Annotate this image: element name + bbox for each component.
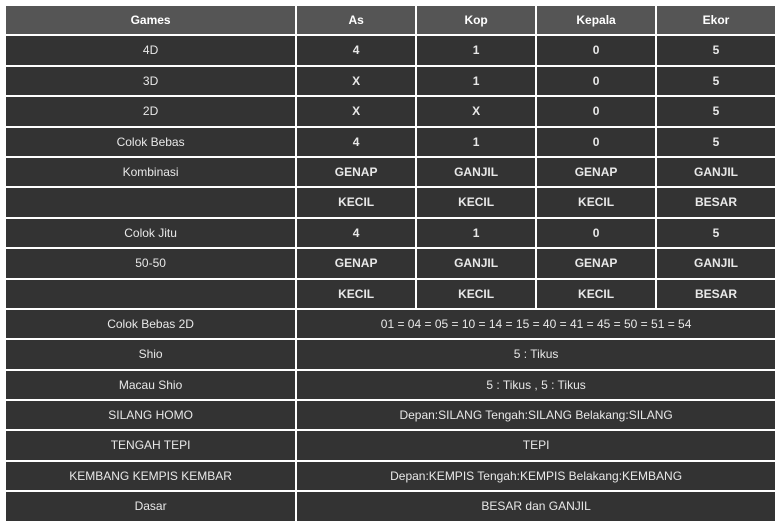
row-label: KEMBANG KEMPIS KEMBAR [6,462,295,490]
cell-kop: GANJIL [417,249,535,277]
row-label: TENGAH TEPI [6,431,295,459]
cell-kepala: GENAP [537,158,655,186]
cell-as: 4 [297,36,415,64]
cell-full: Depan:SILANG Tengah:SILANG Belakang:SILA… [297,401,775,429]
table-row: 4D 4 1 0 5 [6,36,775,64]
cell-full: 01 = 04 = 05 = 10 = 14 = 15 = 40 = 41 = … [297,310,775,338]
cell-kop: 1 [417,128,535,156]
cell-as: KECIL [297,280,415,308]
cell-as: 4 [297,219,415,247]
row-label: 3D [6,67,295,95]
col-kepala: Kepala [537,6,655,34]
table-row: Shio 5 : Tikus [6,340,775,368]
cell-ekor: BESAR [657,188,775,216]
table-body: 4D 4 1 0 5 3D X 1 0 5 2D X X 0 5 Colok B… [6,36,775,520]
cell-kepala: KECIL [537,280,655,308]
row-label: Colok Bebas [6,128,295,156]
cell-full: 5 : Tikus [297,340,775,368]
cell-kop: 1 [417,219,535,247]
cell-ekor: BESAR [657,280,775,308]
cell-ekor: GANJIL [657,249,775,277]
table-row: KEMBANG KEMPIS KEMBAR Depan:KEMPIS Tenga… [6,462,775,490]
row-label: 50-50 [6,249,295,277]
table-row: Kombinasi GENAP GANJIL GENAP GANJIL [6,158,775,186]
cell-kepala: 0 [537,219,655,247]
cell-kop: GANJIL [417,158,535,186]
table-row: KECIL KECIL KECIL BESAR [6,280,775,308]
cell-kepala: GENAP [537,249,655,277]
cell-ekor: GANJIL [657,158,775,186]
row-label: Shio [6,340,295,368]
row-label: 4D [6,36,295,64]
col-kop: Kop [417,6,535,34]
cell-full: Depan:KEMPIS Tengah:KEMPIS Belakang:KEMB… [297,462,775,490]
row-label: Macau Shio [6,371,295,399]
cell-as: 4 [297,128,415,156]
table-row: TENGAH TEPI TEPI [6,431,775,459]
col-ekor: Ekor [657,6,775,34]
cell-as: GENAP [297,249,415,277]
table-row: 3D X 1 0 5 [6,67,775,95]
cell-as: GENAP [297,158,415,186]
cell-ekor: 5 [657,67,775,95]
row-label [6,188,295,216]
cell-kop: KECIL [417,280,535,308]
row-label: SILANG HOMO [6,401,295,429]
cell-kop: 1 [417,36,535,64]
results-table: Games As Kop Kepala Ekor 4D 4 1 0 5 3D X… [4,4,777,523]
cell-full: BESAR dan GANJIL [297,492,775,520]
table-row: SILANG HOMO Depan:SILANG Tengah:SILANG B… [6,401,775,429]
table-row: Dasar BESAR dan GANJIL [6,492,775,520]
cell-as: X [297,97,415,125]
table-row: Colok Bebas 2D 01 = 04 = 05 = 10 = 14 = … [6,310,775,338]
cell-kepala: KECIL [537,188,655,216]
row-label [6,280,295,308]
table-row: Colok Jitu 4 1 0 5 [6,219,775,247]
cell-kepala: 0 [537,67,655,95]
cell-as: X [297,67,415,95]
cell-kepala: 0 [537,97,655,125]
cell-full: 5 : Tikus , 5 : Tikus [297,371,775,399]
cell-ekor: 5 [657,128,775,156]
table-row: KECIL KECIL KECIL BESAR [6,188,775,216]
cell-kepala: 0 [537,128,655,156]
row-label: Colok Bebas 2D [6,310,295,338]
cell-full: TEPI [297,431,775,459]
table-row: Macau Shio 5 : Tikus , 5 : Tikus [6,371,775,399]
row-label: Kombinasi [6,158,295,186]
row-label: 2D [6,97,295,125]
table-row: 50-50 GENAP GANJIL GENAP GANJIL [6,249,775,277]
col-games: Games [6,6,295,34]
cell-ekor: 5 [657,36,775,64]
cell-ekor: 5 [657,97,775,125]
table-row: 2D X X 0 5 [6,97,775,125]
table-row: Colok Bebas 4 1 0 5 [6,128,775,156]
cell-as: KECIL [297,188,415,216]
cell-ekor: 5 [657,219,775,247]
row-label: Dasar [6,492,295,520]
row-label: Colok Jitu [6,219,295,247]
cell-kop: X [417,97,535,125]
table-header: Games As Kop Kepala Ekor [6,6,775,34]
cell-kepala: 0 [537,36,655,64]
cell-kop: KECIL [417,188,535,216]
col-as: As [297,6,415,34]
cell-kop: 1 [417,67,535,95]
